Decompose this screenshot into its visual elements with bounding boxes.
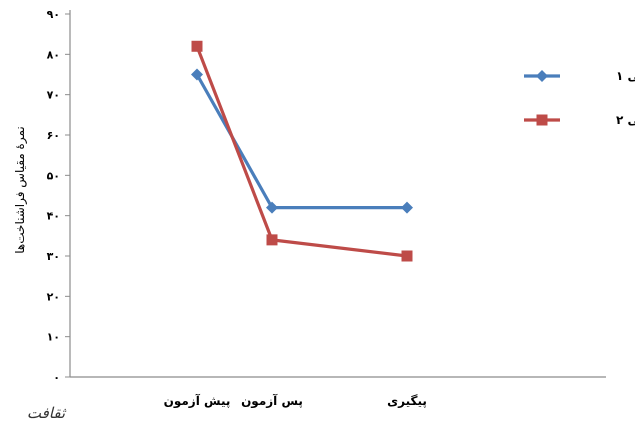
y-tick-label: ۴۰ — [47, 210, 60, 223]
x-category-label: پیش آزمون — [164, 393, 231, 409]
data-point — [401, 250, 413, 262]
y-tick-label: ۷۰ — [47, 89, 60, 102]
data-point — [266, 201, 278, 214]
data-point — [191, 40, 203, 52]
legend-label: آزمودنی ۲ — [616, 112, 635, 128]
y-axis-title: نمرهٔ مقیاس فراشناخت‌ها — [13, 126, 28, 253]
legend: آزمودنی ۱ آزمودنی ۲ — [524, 68, 635, 128]
series-1 — [191, 68, 413, 214]
y-tick-label: ۹۰ — [47, 8, 60, 21]
x-category-labels: پیش آزمون پس آزمون پیگیری — [164, 393, 427, 409]
y-tick-label: ۰ — [53, 371, 60, 384]
series-line — [195, 73, 407, 210]
data-point — [266, 234, 278, 246]
legend-marker — [536, 70, 548, 82]
x-category-label: پیگیری — [387, 394, 427, 408]
y-tick-label: ۸۰ — [47, 48, 60, 61]
y-tick-label: ۵۰ — [47, 169, 60, 182]
y-tick-label: ۶۰ — [47, 129, 60, 142]
series-2 — [191, 40, 413, 262]
y-tick-label: ۲۰ — [47, 290, 60, 303]
series-line — [195, 45, 408, 258]
legend-marker — [536, 114, 548, 126]
legend-item: آزمودنی ۲ — [524, 112, 635, 128]
series-lines — [191, 40, 413, 262]
data-point — [401, 201, 413, 214]
axes — [65, 10, 606, 378]
watermark-logo: ثقافت — [27, 404, 67, 422]
data-point — [191, 68, 203, 81]
y-tick-label: ۳۰ — [47, 250, 60, 263]
y-tick-labels: ۰ ۱۰ ۲۰ ۳۰ ۴۰ ۵۰ ۶۰ ۷۰ ۸۰ ۹۰ — [47, 8, 60, 384]
x-category-label: پس آزمون — [241, 393, 303, 409]
y-tick-label: ۱۰ — [47, 331, 60, 344]
legend-label: آزمودنی ۱ — [616, 68, 635, 84]
legend-item: آزمودنی ۱ — [524, 68, 635, 84]
